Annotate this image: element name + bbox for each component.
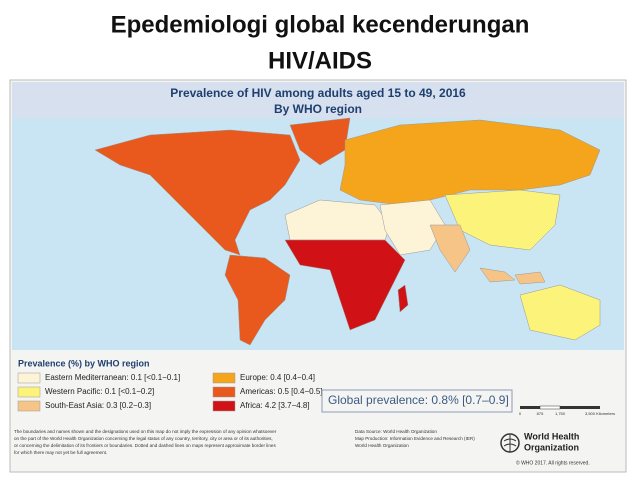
scale-bar — [520, 405, 600, 410]
legend-swatch — [17, 386, 41, 398]
region-shape — [284, 239, 406, 331]
map-title: Prevalence of HIV among adults aged 15 t… — [170, 86, 466, 100]
global-box — [321, 389, 513, 413]
legend-swatch — [212, 372, 236, 384]
source-line: Map Production: Information Evidence and… — [355, 436, 475, 441]
region-shape — [379, 199, 446, 256]
disclaimer-line: for which there may not yet be full agre… — [14, 450, 107, 455]
legend: Eastern Mediterranean: 0.1 [<0.1−0.1] Wes… — [17, 372, 323, 412]
disclaimer-line: or concerning the delimitation of its fr… — [14, 443, 276, 448]
who-logo-staff — [503, 435, 517, 452]
region-shape — [429, 224, 471, 273]
scale-segment — [539, 405, 561, 410]
scale-labels: 0 875 1,750 3,500 Kilometers — [519, 411, 615, 416]
scale-label: 1,750 — [555, 411, 566, 416]
source: Data Source: World Health Organization Ma… — [355, 429, 475, 448]
legend-title: Prevalence (%) by WHO region — [18, 358, 150, 368]
legend-label: Europe: 0.4 [0.4−0.4] — [240, 373, 315, 382]
scale-segment — [560, 406, 600, 409]
disclaimer-line: on the part of the World Health Organiza… — [14, 436, 273, 441]
legend-swatch — [212, 400, 236, 412]
legend-swatch — [212, 386, 236, 398]
scale-segment — [520, 406, 540, 409]
organization-name: World Health — [524, 431, 579, 441]
slide-title: HIV/AIDS — [268, 47, 372, 74]
map-subtitle: By WHO region — [274, 102, 362, 116]
region-shape — [444, 189, 561, 251]
scale-label: 875 — [537, 411, 544, 416]
legend-swatch — [17, 372, 41, 384]
disclaimer-line: The boundaries and names shown and the d… — [14, 429, 277, 434]
scale-label: 3,500 Kilometers — [585, 411, 615, 416]
region-shape — [479, 267, 546, 285]
region-shape — [94, 129, 301, 256]
organization-name: Organization — [524, 442, 579, 452]
region-shape — [224, 254, 291, 346]
region-shape — [289, 117, 351, 166]
disclaimer: The boundaries and names shown and the d… — [14, 429, 277, 455]
slide-title: Epedemiologi global kecenderungan — [111, 11, 530, 38]
source-line: Data Source: World Health Organization — [355, 429, 437, 434]
legend-label: South-East Asia: 0.3 [0.2−0.3] — [45, 401, 151, 410]
copyright: © WHO 2017. All rights reserved. — [516, 459, 590, 466]
region-shape — [397, 284, 409, 313]
map-header — [12, 82, 624, 118]
global-prevalence: Global prevalence: 0.8% [0.7–0.9] — [328, 393, 509, 407]
legend-swatch — [17, 400, 41, 412]
legend-label: Eastern Mediterranean: 0.1 [<0.1−0.1] — [45, 373, 180, 382]
region-shape — [519, 284, 601, 341]
scale-label: 0 — [519, 411, 522, 416]
legend-label: Americas: 0.5 [0.4−0.5] — [240, 387, 323, 396]
legend-label: Africa: 4.2 [3.7−4.8] — [240, 401, 310, 410]
source-line: World Health Organization — [355, 443, 409, 448]
continents — [94, 117, 601, 346]
legend-label: Western Pacific: 0.1 [<0.1−0.2] — [45, 387, 154, 396]
